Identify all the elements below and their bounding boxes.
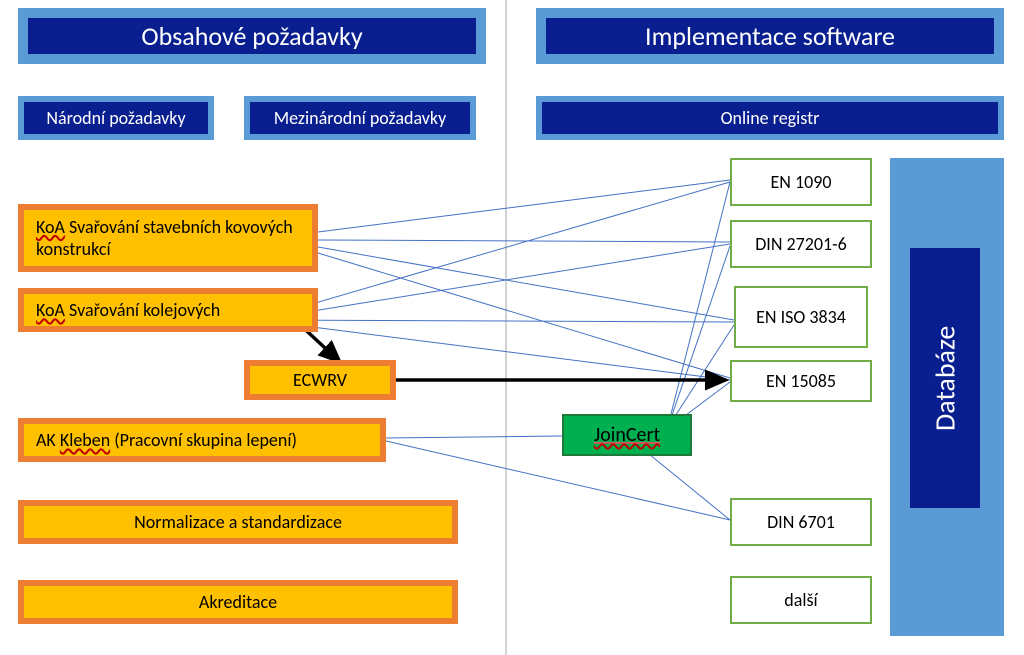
box-koa-kolejova-label: KoA Svařování kolejových [36,299,220,322]
box-ecwrv-label: ECWRV [293,369,347,392]
box-akreditace-label: Akreditace [199,591,277,614]
koa2-prefix: KoA [36,299,65,321]
std-en-15085-label: EN 15085 [766,370,836,392]
connector-joincert-s1 [670,182,730,418]
std-din-6701-label: DIN 6701 [767,511,835,533]
connector-ak-joincert [386,436,562,438]
std-en-15085: EN 15085 [730,360,872,402]
box-joincert: JoinCert [562,414,692,456]
std-en-1090: EN 1090 [730,158,872,206]
connector-koa1-s3 [318,247,734,320]
std-din-27201-6-label: DIN 27201-6 [755,233,847,255]
box-ak-kleben-label: AK Kleben (Pracovní skupina lepení) [36,429,297,452]
ak-rest: (Pracovní skupina lepení) [110,429,297,451]
koa2-rest: Svařování kolejových [65,299,220,321]
database-label: Databáze [928,325,963,430]
std-en-iso-3834: EN ISO 3834 [734,286,868,348]
std-din-27201-6: DIN 27201-6 [730,220,872,268]
ak-prefix: AK [36,429,60,451]
connector-koa1-s1 [318,180,730,232]
box-koa-stavebni-label: KoA Svařování stavebních kovových konstr… [36,216,300,261]
connector-koa2-s2 [257,244,730,320]
ak-mid: Kleben [60,429,110,451]
header-right: Implementace software [536,8,1004,64]
diagram-canvas: Obsahové požadavky Implementace software… [0,0,1024,655]
connector-joincert-s2 [670,246,730,421]
std-en-1090-label: EN 1090 [771,171,832,193]
box-joincert-label: JoinCert [594,423,660,447]
database-label-box: Databáze [910,248,980,508]
subheader-online-registr-label: Online registr [721,107,820,129]
std-dalsi-label: další [784,589,817,611]
koa1-prefix: KoA [36,216,65,238]
connector-koa2-s3 [257,320,734,322]
std-en-iso-3834-label: EN ISO 3834 [756,306,846,328]
box-normalizace-label: Normalizace a standardizace [134,511,342,534]
header-left: Obsahové požadavky [18,8,486,64]
connector-koa2-s1 [257,182,730,320]
box-koa-kolejova: KoA Svařování kolejových [18,288,318,332]
subheader-national: Národní požadavky [18,96,214,140]
box-koa-stavebni: KoA Svařování stavebních kovových konstr… [18,204,318,272]
subheader-international-label: Mezinárodní požadavky [274,107,446,129]
subheader-online-registr: Online registr [536,96,1004,140]
std-din-6701: DIN 6701 [730,498,872,546]
koa1-rest: Svařování stavebních kovových konstrukcí [36,216,293,261]
connector-joincert-s3 [670,325,734,424]
connector-joincert-s5 [644,450,730,520]
box-ak-kleben: AK Kleben (Pracovní skupina lepení) [18,418,386,462]
header-left-label: Obsahové požadavky [141,20,362,52]
std-dalsi: další [730,576,872,624]
subheader-international: Mezinárodní požadavky [244,96,476,140]
box-akreditace: Akreditace [18,580,458,624]
header-right-label: Implementace software [645,20,895,52]
box-ecwrv: ECWRV [244,360,396,400]
box-normalizace: Normalizace a standardizace [18,500,458,544]
connector-koa1-s2 [318,240,730,242]
subheader-national-label: Národní požadavky [46,107,185,129]
